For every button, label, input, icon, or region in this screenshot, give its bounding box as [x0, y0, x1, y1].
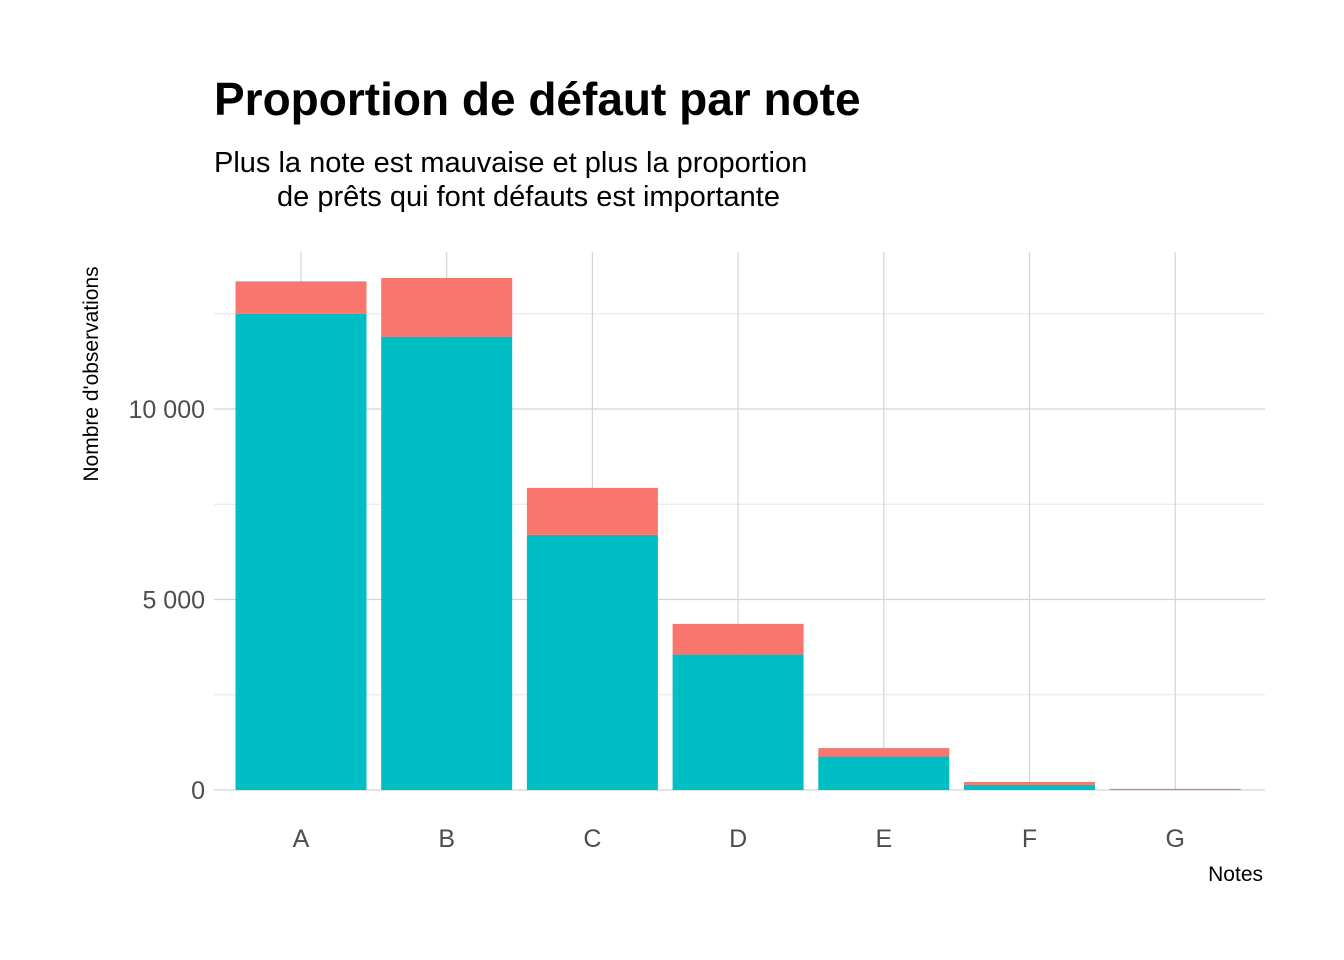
x-axis-title: Notes [1208, 863, 1263, 886]
y-tick-label: 10 000 [129, 396, 205, 424]
y-axis-title: Nombre d'observations [80, 266, 103, 481]
x-tick-label: E [875, 825, 892, 853]
bar-C-segment-2 [526, 487, 658, 535]
x-tick-label: B [438, 825, 455, 853]
bar-G-segment-1 [1109, 789, 1241, 790]
chart-title: Proportion de défaut par note [214, 73, 861, 125]
bar-F-segment-1 [964, 784, 1095, 790]
bar-B-segment-1 [381, 336, 513, 790]
chart-subtitle-line-1: Plus la note est mauvaise et plus la pro… [214, 147, 808, 179]
bar-D-segment-2 [672, 623, 804, 655]
bar-E-segment-1 [818, 756, 950, 790]
bar-D-segment-1 [672, 654, 804, 790]
x-tick-label: C [583, 825, 601, 853]
x-tick-label: G [1165, 825, 1184, 853]
y-tick-label: 0 [191, 777, 205, 805]
y-tick-label: 5 000 [142, 587, 205, 615]
x-tick-label: A [293, 825, 310, 853]
bar-B-segment-2 [381, 277, 513, 337]
y-axis-ticks: 0 5 000 10 000 [129, 396, 205, 805]
bars [235, 277, 1241, 790]
x-tick-label: D [729, 825, 747, 853]
x-tick-label: F [1022, 825, 1037, 853]
bar-A-segment-2 [235, 281, 367, 314]
bar-C-segment-1 [526, 534, 658, 790]
bar-A-segment-1 [235, 313, 367, 790]
x-axis-ticks: A B C D E F G [293, 825, 1185, 853]
chart-subtitle: Plus la note est mauvaise et plus la pro… [214, 146, 914, 214]
bar-E-segment-2 [818, 748, 950, 757]
bar-F-segment-2 [964, 781, 1095, 785]
chart-subtitle-line-2: de prêts qui font défauts est importante [277, 181, 780, 213]
